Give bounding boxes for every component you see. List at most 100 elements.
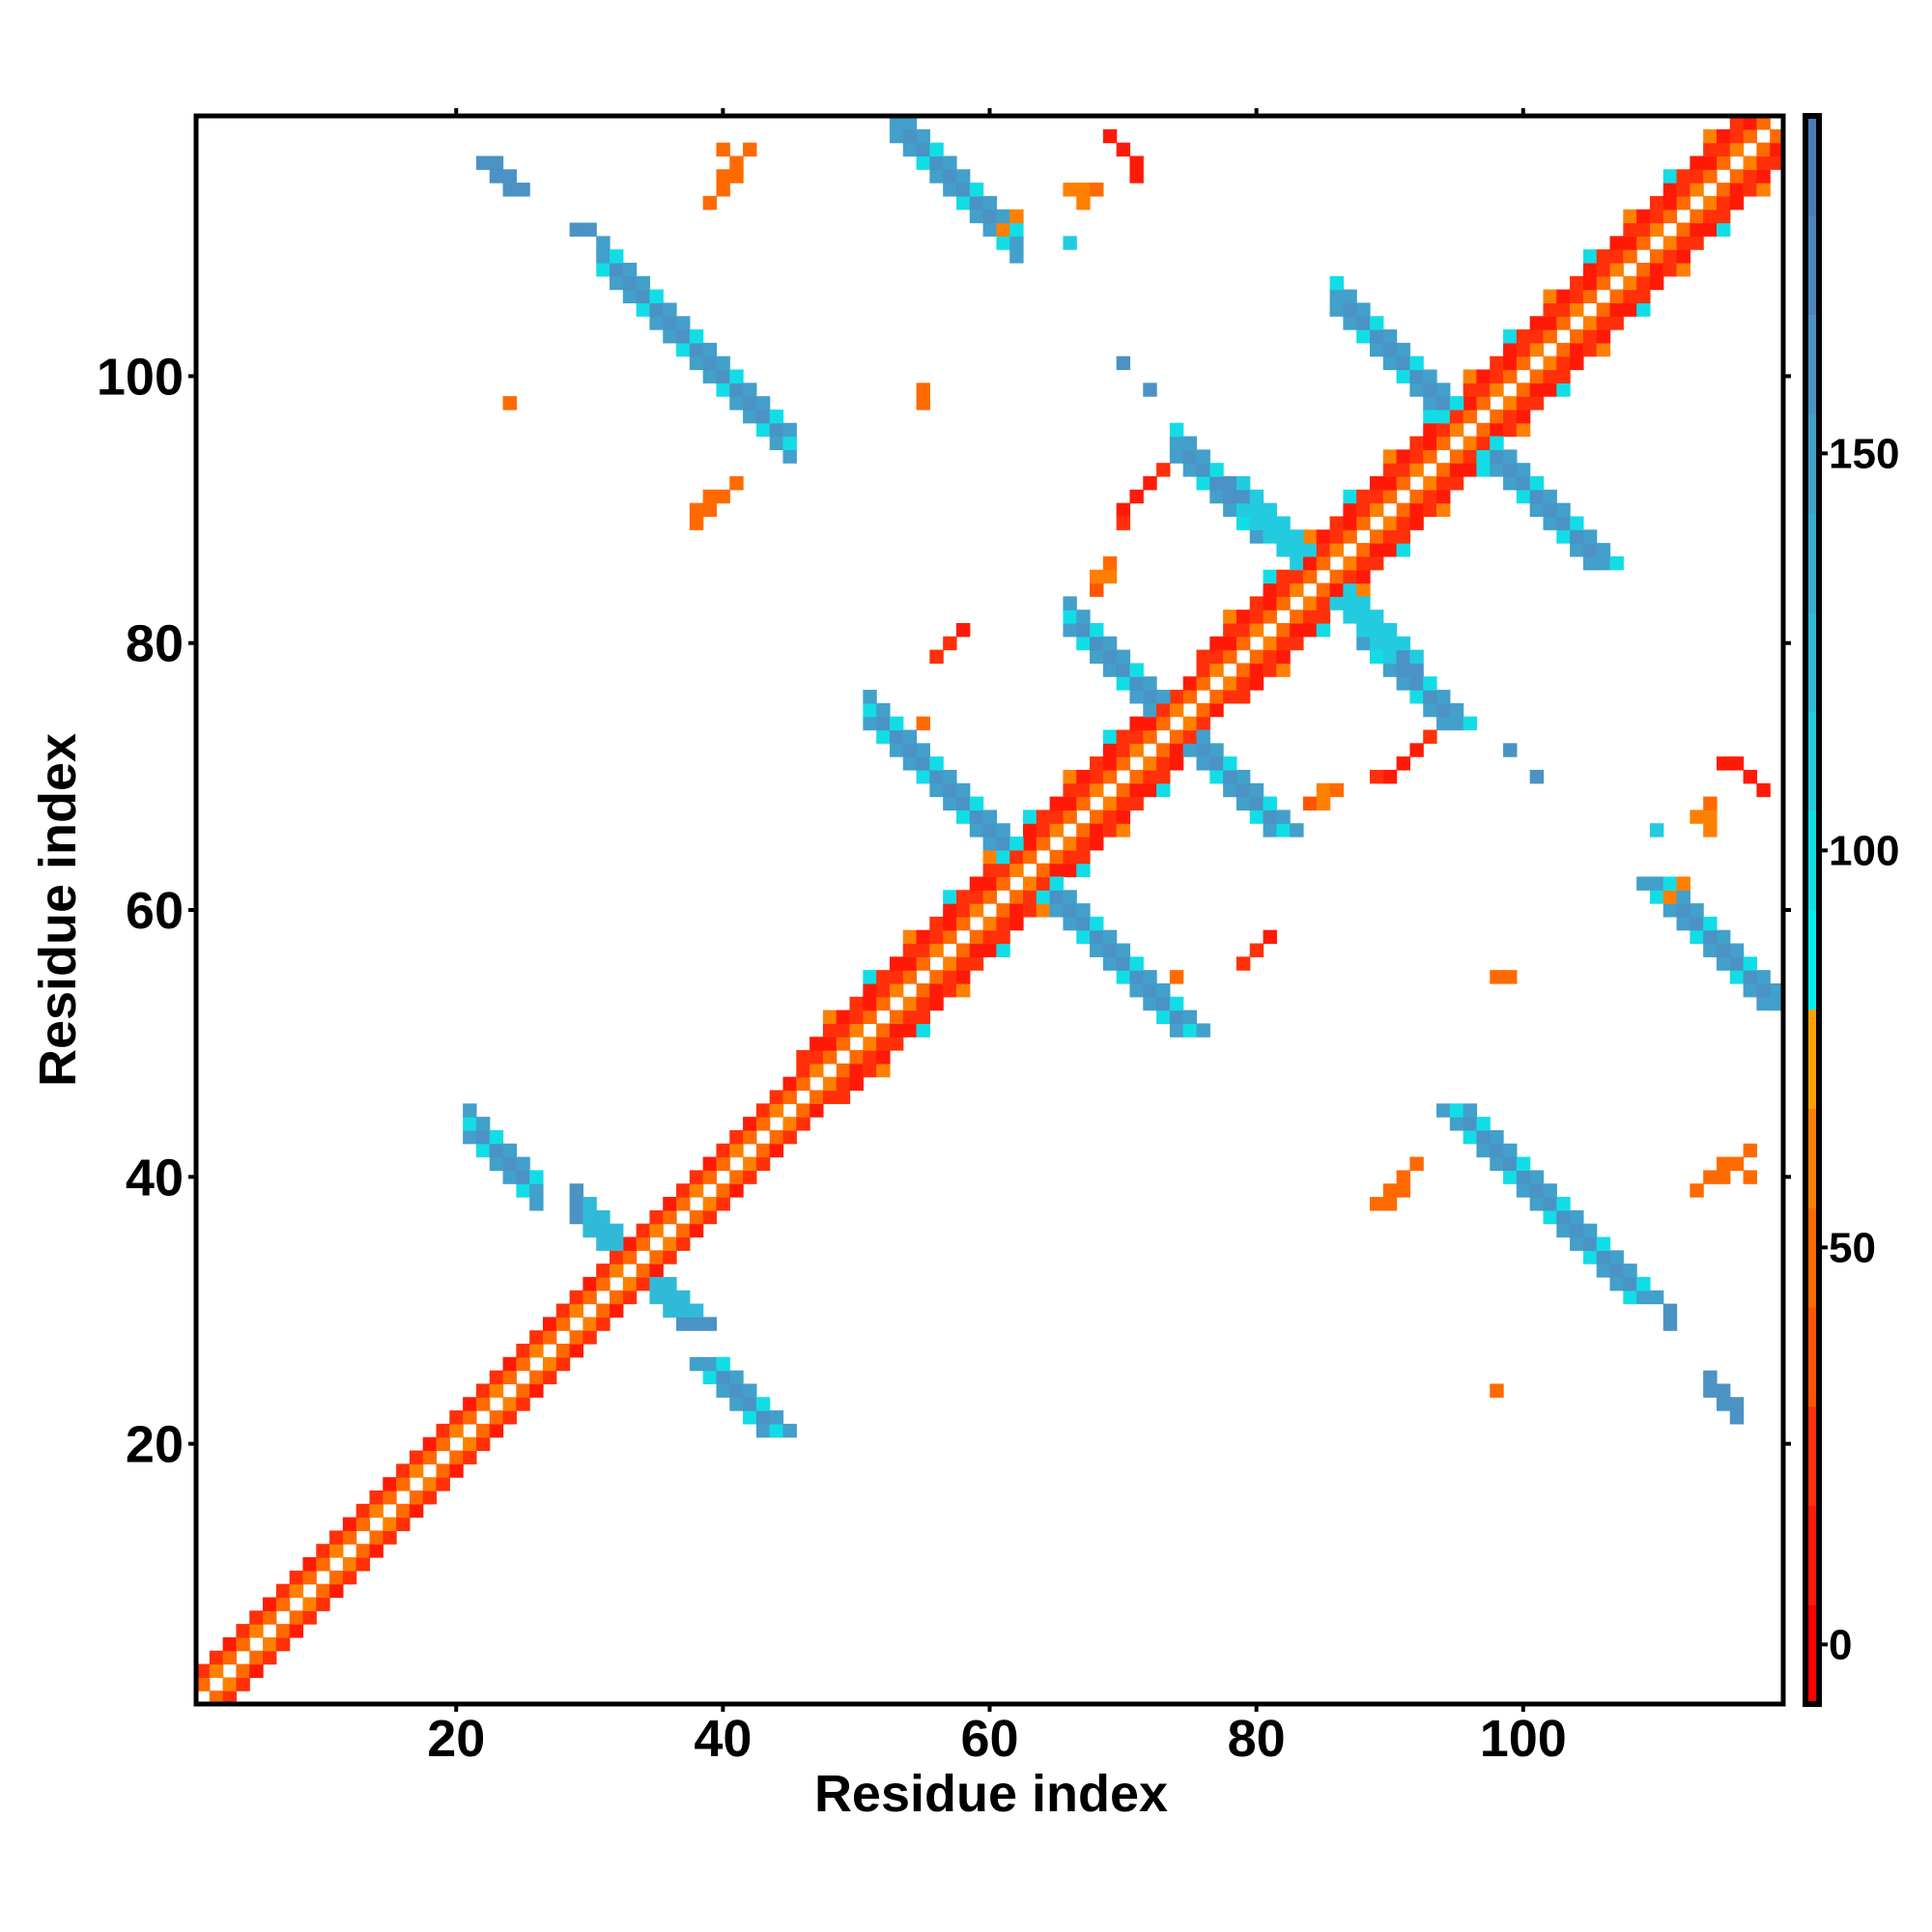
heatmap-cell (1396, 476, 1411, 491)
heatmap-cell (596, 1303, 611, 1318)
heatmap-cell (596, 1317, 611, 1331)
heatmap-cell (1102, 743, 1118, 757)
heatmap-cell (916, 982, 930, 998)
heatmap-cell (1369, 622, 1384, 638)
heatmap-cell (943, 169, 957, 184)
heatmap-cell (1329, 596, 1344, 611)
heatmap-cell (1116, 743, 1131, 757)
heatmap-cell (1223, 489, 1237, 504)
heatmap-cell (982, 890, 998, 904)
heatmap-cell (1276, 823, 1291, 838)
heatmap-cell (1609, 1276, 1624, 1292)
heatmap-cell (582, 1276, 597, 1292)
heatmap-cell (743, 1383, 757, 1398)
heatmap-cell (1209, 636, 1224, 651)
heatmap-cell (502, 183, 517, 197)
heatmap-cell (422, 1490, 438, 1505)
heatmap-cell (1156, 756, 1171, 771)
heatmap-cell (489, 1410, 504, 1425)
heatmap-cell (1143, 676, 1157, 691)
heatmap-cell (1503, 1170, 1518, 1184)
heatmap-cell (702, 1156, 718, 1171)
heatmap-cell (702, 355, 718, 371)
colorbar-bin (1805, 513, 1819, 613)
heatmap-cell (902, 756, 918, 771)
heatmap-cell (569, 1197, 583, 1211)
heatmap-cell (449, 1450, 464, 1464)
heatmap-cell (1036, 863, 1051, 878)
heatmap-cell (1063, 769, 1077, 784)
heatmap-cell (969, 890, 984, 904)
heatmap-cell (916, 716, 930, 731)
heatmap-cell (1703, 1170, 1718, 1184)
heatmap-cell (1302, 610, 1318, 624)
colorbar-ticks: 0 50 100 150 (1819, 430, 1899, 1668)
heatmap-cell (1223, 636, 1237, 651)
heatmap-cell (943, 982, 957, 998)
heatmap-cell (1290, 555, 1304, 571)
heatmap-cell (1409, 1156, 1424, 1171)
heatmap-cell (1182, 1009, 1198, 1025)
heatmap-cell (1490, 1156, 1504, 1171)
heatmap-cell (610, 1236, 624, 1251)
heatmap-cell (610, 1250, 624, 1264)
heatmap-cell (1503, 449, 1518, 464)
heatmap-cell (1343, 489, 1357, 504)
heatmap-cell (955, 796, 971, 810)
heatmap-cell (1169, 743, 1184, 757)
heatmap-cell (1090, 622, 1104, 638)
heatmap-cell (663, 1303, 677, 1318)
heatmap-cell (1503, 329, 1518, 344)
heatmap-cell (1490, 355, 1504, 371)
heatmap-cell (916, 383, 930, 397)
heatmap-cell (1209, 463, 1224, 477)
heatmap-cell (1143, 716, 1157, 731)
heatmap-cell (1582, 249, 1598, 264)
heatmap-cell (1529, 1170, 1545, 1184)
heatmap-cell (475, 1117, 491, 1131)
heatmap-cell (1543, 502, 1557, 518)
heatmap-cell (316, 1544, 330, 1558)
heatmap-cell (1249, 529, 1264, 544)
heatmap-cell (582, 1197, 597, 1211)
heatmap-cell (1090, 837, 1104, 851)
heatmap-cell (1449, 449, 1464, 464)
heatmap-cell (1156, 1009, 1171, 1025)
heatmap-cell (649, 302, 664, 317)
heatmap-cell (1223, 649, 1237, 665)
heatmap-cell (1529, 342, 1545, 357)
heatmap-cell (863, 1009, 877, 1025)
heatmap-cell (463, 1129, 477, 1145)
heatmap-cell (1636, 275, 1651, 291)
heatmap-cell (1503, 476, 1518, 491)
heatmap-cell (1623, 275, 1637, 291)
heatmap-cell (1676, 262, 1690, 277)
heatmap-cell (1090, 929, 1104, 945)
heatmap-cell (1316, 622, 1331, 638)
heatmap-cell (263, 1610, 277, 1625)
heatmap-cell (582, 1317, 597, 1331)
heatmap-cell (1129, 716, 1144, 731)
heatmap-cell (596, 1264, 611, 1278)
heatmap-cell (302, 1597, 317, 1611)
heatmap-cell (1516, 342, 1531, 357)
heatmap-cell (955, 810, 971, 824)
heatmap-cell (1276, 569, 1291, 584)
heatmap-cell (810, 1103, 824, 1118)
heatmap-cell (1169, 702, 1184, 718)
heatmap-cell (1329, 582, 1344, 597)
heatmap-cell (943, 782, 957, 798)
heatmap-cell (943, 156, 957, 170)
x-axis-label: Residue index (814, 1765, 1168, 1823)
heatmap-cell (1369, 555, 1384, 571)
heatmap-cell (702, 1170, 718, 1184)
heatmap-cell (702, 1356, 718, 1372)
heatmap-cell (489, 1143, 504, 1158)
heatmap-cell (969, 876, 984, 891)
heatmap-cell (569, 1209, 583, 1225)
heatmap-cell (1516, 329, 1531, 344)
heatmap-cell (916, 156, 930, 170)
heatmap-cell (1449, 396, 1464, 411)
heatmap-cell (1570, 329, 1584, 344)
heatmap-cell (1263, 610, 1277, 624)
